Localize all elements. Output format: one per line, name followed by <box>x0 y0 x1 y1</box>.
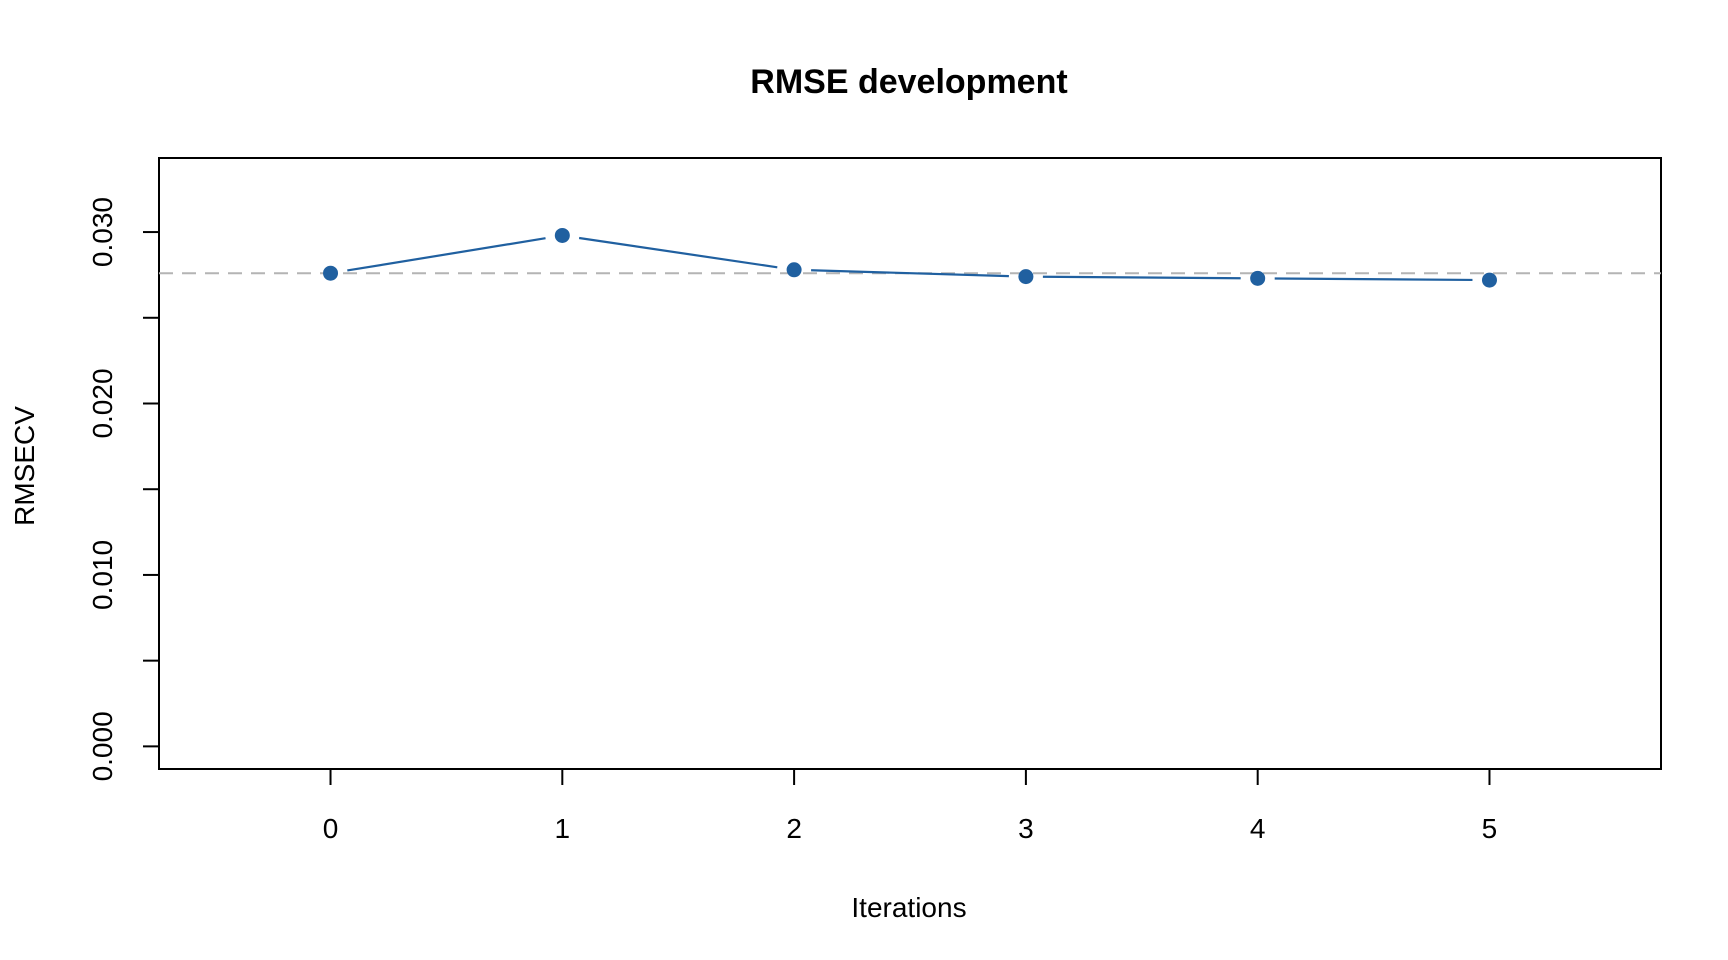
data-point <box>554 227 570 243</box>
series-line-segment <box>578 236 778 269</box>
series-group <box>323 227 1497 288</box>
y-tick-label: 0.010 <box>87 540 118 610</box>
x-tick-label: 3 <box>1018 813 1034 844</box>
y-tick-label: 0.030 <box>87 197 118 267</box>
x-axis: 0 1 2 3 4 5 <box>323 769 1498 844</box>
data-point <box>323 265 339 281</box>
data-point <box>1018 269 1034 285</box>
y-axis: 0.000 0.010 0.020 0.030 <box>87 197 159 781</box>
series-line-segment <box>811 269 1009 278</box>
x-tick-label: 5 <box>1482 813 1498 844</box>
x-tick-label: 1 <box>555 813 571 844</box>
x-tick-label: 4 <box>1250 813 1266 844</box>
x-tick-label: 0 <box>323 813 339 844</box>
y-tick-label: 0.000 <box>87 711 118 781</box>
series-line-segment <box>1042 275 1241 280</box>
series-line-segment <box>347 237 546 272</box>
x-axis-label: Iterations <box>851 892 966 923</box>
data-point <box>1250 270 1266 286</box>
series-line-segment <box>1274 277 1473 282</box>
x-tick-label: 2 <box>786 813 802 844</box>
y-axis-label: RMSECV <box>9 406 40 526</box>
chart-title: RMSE development <box>750 63 1067 101</box>
plot-frame <box>158 157 1662 770</box>
data-point <box>786 262 802 278</box>
data-point <box>1481 272 1497 288</box>
y-tick-label: 0.020 <box>87 368 118 438</box>
